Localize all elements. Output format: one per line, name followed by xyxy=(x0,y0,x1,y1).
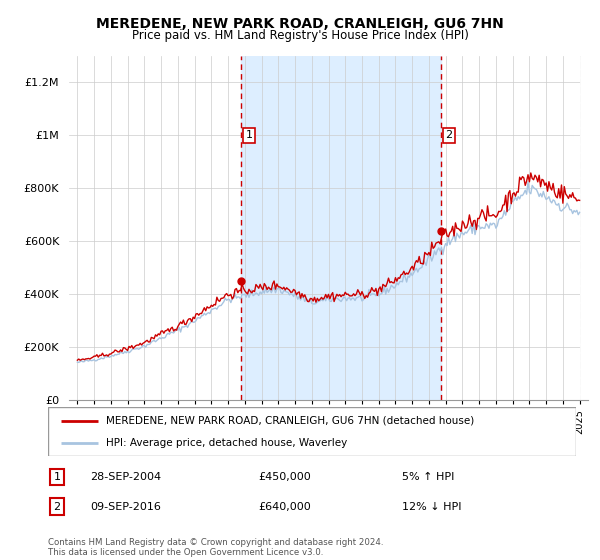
Text: 12% ↓ HPI: 12% ↓ HPI xyxy=(402,502,461,512)
FancyBboxPatch shape xyxy=(48,407,576,456)
Text: £450,000: £450,000 xyxy=(258,472,311,482)
Text: 1: 1 xyxy=(53,472,61,482)
Text: Price paid vs. HM Land Registry's House Price Index (HPI): Price paid vs. HM Land Registry's House … xyxy=(131,29,469,42)
Text: 28-SEP-2004: 28-SEP-2004 xyxy=(90,472,161,482)
Text: 2: 2 xyxy=(446,130,452,141)
Bar xyxy=(580,56,588,400)
Text: 1: 1 xyxy=(245,130,253,141)
Text: MEREDENE, NEW PARK ROAD, CRANLEIGH, GU6 7HN: MEREDENE, NEW PARK ROAD, CRANLEIGH, GU6 … xyxy=(96,17,504,31)
Text: £640,000: £640,000 xyxy=(258,502,311,512)
Text: 5% ↑ HPI: 5% ↑ HPI xyxy=(402,472,454,482)
Text: MEREDENE, NEW PARK ROAD, CRANLEIGH, GU6 7HN (detached house): MEREDENE, NEW PARK ROAD, CRANLEIGH, GU6 … xyxy=(106,416,475,426)
Text: 09-SEP-2016: 09-SEP-2016 xyxy=(90,502,161,512)
Text: 2: 2 xyxy=(53,502,61,512)
Text: Contains HM Land Registry data © Crown copyright and database right 2024.
This d: Contains HM Land Registry data © Crown c… xyxy=(48,538,383,557)
Text: HPI: Average price, detached house, Waverley: HPI: Average price, detached house, Wave… xyxy=(106,438,347,448)
Bar xyxy=(241,56,440,400)
